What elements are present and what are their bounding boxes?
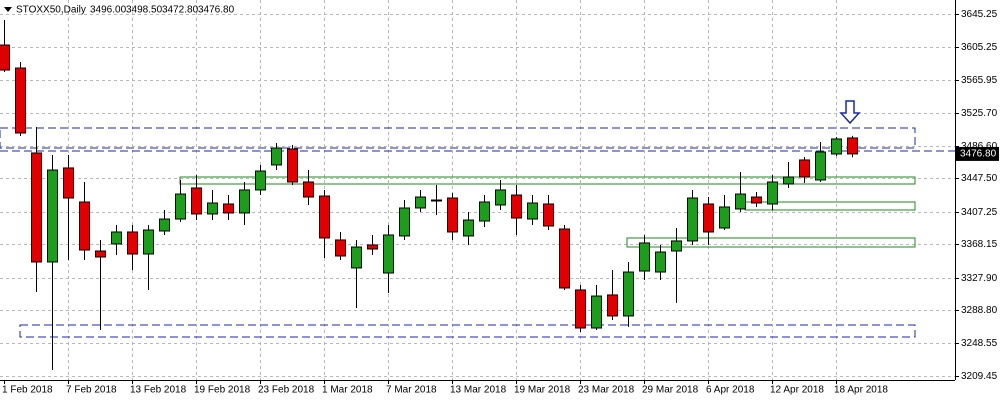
candle-body [271, 147, 282, 166]
candle-body [751, 196, 762, 204]
candle-body [639, 242, 650, 272]
candle-body [447, 197, 458, 233]
last-price-box [956, 146, 999, 161]
y-tick-label: 3525.70 [961, 108, 998, 119]
x-tick-label: 7 Feb 2018 [66, 385, 117, 396]
candle-body [495, 189, 506, 206]
candle-body [719, 206, 730, 229]
candle-body [655, 251, 666, 273]
x-tick-label: 12 Apr 2018 [770, 385, 824, 396]
x-tick-label: 18 Apr 2018 [834, 385, 888, 396]
candle-body [511, 194, 522, 219]
header-value: 3476.80 [198, 5, 235, 16]
y-tick-label: 3486.60 [961, 141, 998, 152]
candle-body [399, 207, 410, 237]
candle-body [815, 151, 826, 181]
y-tick-label: 3209.45 [961, 371, 998, 382]
candle-body [95, 250, 106, 258]
candle-body [223, 203, 234, 214]
x-tick-label: 13 Feb 2018 [130, 385, 187, 396]
y-tick-label: 3288.80 [961, 305, 998, 316]
y-tick-label: 3645.25 [961, 9, 998, 20]
candle-body [191, 187, 202, 215]
header-value: 3472.80 [162, 5, 199, 16]
x-tick-label: 19 Mar 2018 [514, 385, 571, 396]
candle-body [0, 44, 10, 71]
zone [19, 324, 916, 338]
candle-body [31, 152, 42, 263]
candle-body [47, 169, 58, 263]
y-tick-label: 3327.90 [961, 273, 998, 284]
candle-body [175, 193, 186, 220]
y-tick-label: 3605.25 [961, 42, 998, 53]
zone [0, 127, 916, 149]
menu-icon [4, 7, 12, 12]
candle-body [623, 271, 634, 317]
candles [0, 20, 858, 370]
candle-body [15, 67, 26, 134]
candle-body [575, 289, 586, 329]
candle-body [319, 195, 330, 239]
candle-body [303, 181, 314, 198]
last-price-label: 3476.80 [960, 149, 997, 160]
x-tick-label: 6 Apr 2018 [706, 385, 755, 396]
candle-body [527, 202, 538, 220]
header-value: 3498.50 [126, 5, 163, 16]
candle-body [207, 202, 218, 215]
candle-body [367, 244, 378, 250]
y-tick-label: 3368.15 [961, 239, 998, 250]
candle-body [671, 240, 682, 252]
header-value: 3496.00 [90, 5, 127, 16]
candle-body [703, 203, 714, 233]
candle-body [239, 189, 250, 214]
candle-body [799, 159, 810, 178]
candle-body [143, 229, 154, 255]
candle-body [255, 170, 266, 191]
candle-body [479, 201, 490, 222]
candle-body [847, 137, 858, 155]
candle-body [687, 197, 698, 242]
candle-body [543, 203, 554, 227]
candle-body [431, 199, 442, 202]
x-tick-label: 1 Feb 2018 [2, 385, 53, 396]
candle-body [767, 181, 778, 205]
candle-body [559, 228, 570, 289]
candle-body [463, 219, 474, 237]
y-tick-label: 3248.55 [961, 338, 998, 349]
annotations [0, 100, 955, 338]
candle-body [335, 239, 346, 257]
y-tick-label: 3407.25 [961, 207, 998, 218]
y-tick-label: 3565.95 [961, 75, 998, 86]
candle-body [127, 231, 138, 255]
symbol: STOXX50,Daily [16, 5, 86, 16]
x-tick-label: 19 Feb 2018 [194, 385, 251, 396]
candle-body [287, 148, 298, 183]
x-tick-label: 23 Feb 2018 [258, 385, 315, 396]
arrow [839, 100, 861, 125]
candle-body [831, 138, 842, 155]
candle-body [607, 294, 618, 317]
level-box [626, 237, 916, 248]
x-tick-label: 29 Mar 2018 [642, 385, 699, 396]
candle-body [415, 196, 426, 209]
candle-body [351, 246, 362, 269]
candle-body [63, 167, 74, 199]
x-tick-label: 13 Mar 2018 [450, 385, 507, 396]
x-tick-label: 7 Mar 2018 [386, 385, 437, 396]
candle-body [79, 201, 90, 251]
candle-body [111, 231, 122, 245]
x-tick-label: 23 Mar 2018 [578, 385, 635, 396]
x-tick-label: 1 Mar 2018 [322, 385, 373, 396]
candle-body [591, 295, 602, 329]
candle-body [159, 218, 170, 232]
candle-body [735, 193, 746, 210]
candle-body [383, 234, 394, 274]
candle-body [783, 176, 794, 185]
y-tick-label: 3447.50 [961, 173, 998, 184]
